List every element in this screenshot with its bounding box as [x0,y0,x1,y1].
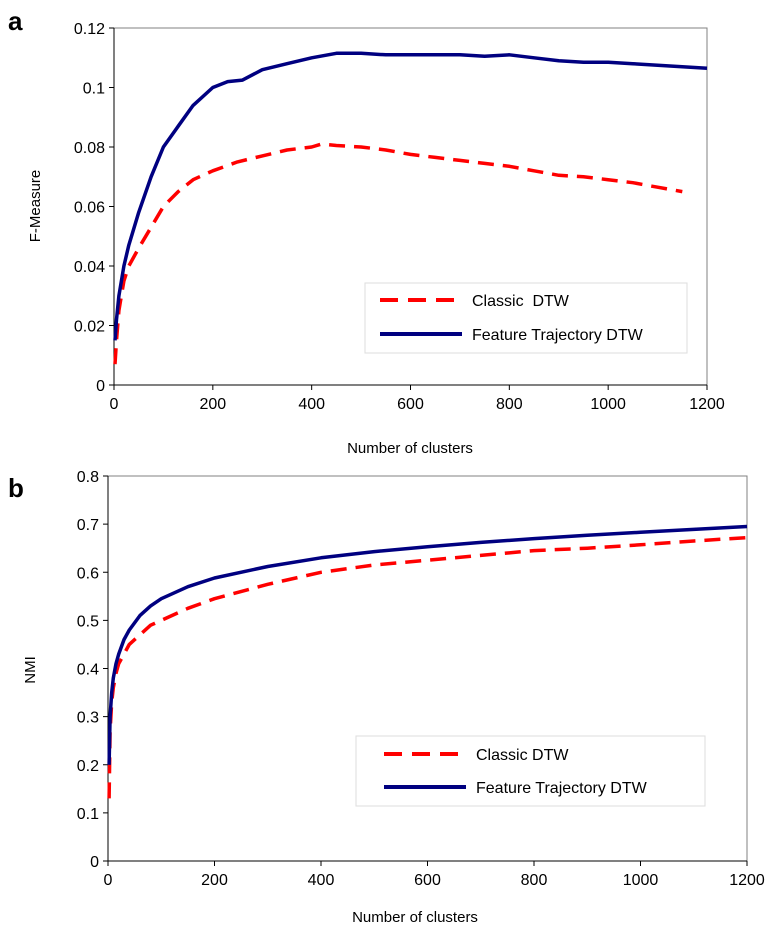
panel-a-x-tick-label: 1200 [689,396,725,413]
panel-b-x-tick-label: 1000 [623,872,659,889]
panel-b: b NMI Number of clusters 0 200 400 600 800 10… [8,469,765,926]
panel-b-x-tick-label: 200 [201,872,228,889]
panel-a-series-classic-dtw-line [113,142,683,365]
panel-b-y-tick-label: 0.4 [77,662,99,679]
panel-a-y-tick-label: 0.06 [74,200,105,217]
panel-a-x-tick-label: 1000 [590,396,626,413]
panel-a-y-tick-label: 0 [96,378,105,395]
panel-b-series [107,524,748,799]
panel-a-label: a [8,6,23,36]
panel-b-y-tick-label: 0.1 [77,806,99,823]
panel-a-y-tick-label: 0.1 [83,81,105,98]
panel-b-x-tick-label: 800 [521,872,548,889]
panel-b-y-axis-title: NMI [22,656,39,684]
panel-a: a F-Measure Number of clusters 0 200 400 60… [8,6,725,457]
panel-b-x-tick-label: 600 [414,872,441,889]
panel-b-y-tick-label: 0.5 [77,613,99,630]
panel-a-y-tick-label: 0.08 [74,140,105,157]
panel-b-series-feature-trajectory-dtw-line [107,524,748,765]
panel-b-y-tick-label: 0.2 [77,758,99,775]
panel-a-x-tick-label: 400 [298,396,325,413]
panel-b-y-tick-label: 0 [90,854,99,871]
panel-b-series-classic-dtw-line [107,535,748,799]
panel-a-y-tick-label: 0.04 [74,259,105,276]
panel-a-x-tick-label: 600 [397,396,424,413]
panel-b-legend-label-feature: Feature Trajectory DTW [476,780,648,797]
panel-b-legend: Classic DTW Feature Trajectory DTW [355,735,706,807]
panel-a-x-axis-title: Number of clusters [347,440,473,457]
panel-b-ticks: 0 200 400 600 800 1000 1200 0 0.1 0.2 0.3 0.4 0.5 0.6… [77,469,765,889]
panel-a-x-tick-label: 0 [110,396,119,413]
panel-b-x-axis-title: Number of clusters [352,909,478,926]
panel-a-y-tick-label: 0.02 [74,319,105,336]
panel-b-x-tick-label: 400 [308,872,335,889]
panel-a-x-tick-label: 200 [199,396,226,413]
panel-b-y-tick-label: 0.6 [77,565,99,582]
panel-a-legend-box [364,282,688,354]
panel-a-legend-label-classic: Classic DTW [472,293,570,310]
panel-a-series-feature-trajectory-dtw-line [113,51,708,341]
panel-b-x-tick-label: 1200 [729,872,765,889]
panel-a-ticks: 0 200 400 600 800 1000 1200 0 0.02 0.04 0.06 0.08 0.… [74,21,725,413]
panel-a-x-tick-label: 800 [496,396,523,413]
panel-b-y-tick-label: 0.3 [77,710,99,727]
panel-a-y-axis-title: F-Measure [27,170,44,243]
panel-a-y-tick-label: 0.12 [74,21,105,38]
panel-b-legend-box [355,735,706,807]
panel-a-series [113,51,708,365]
panel-a-legend: Classic DTW Feature Trajectory DTW [364,282,688,354]
panel-b-y-tick-label: 0.8 [77,469,99,486]
panel-b-label: b [8,473,24,503]
panel-b-x-tick-label: 0 [104,872,113,889]
panel-a-legend-label-feature: Feature Trajectory DTW [472,327,644,344]
panel-b-legend-label-classic: Classic DTW [476,747,569,764]
panel-b-y-tick-label: 0.7 [77,517,99,534]
